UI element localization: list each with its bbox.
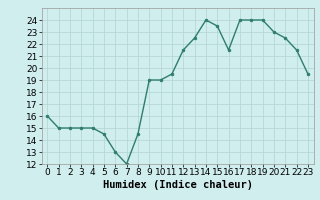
X-axis label: Humidex (Indice chaleur): Humidex (Indice chaleur) (103, 180, 252, 190)
